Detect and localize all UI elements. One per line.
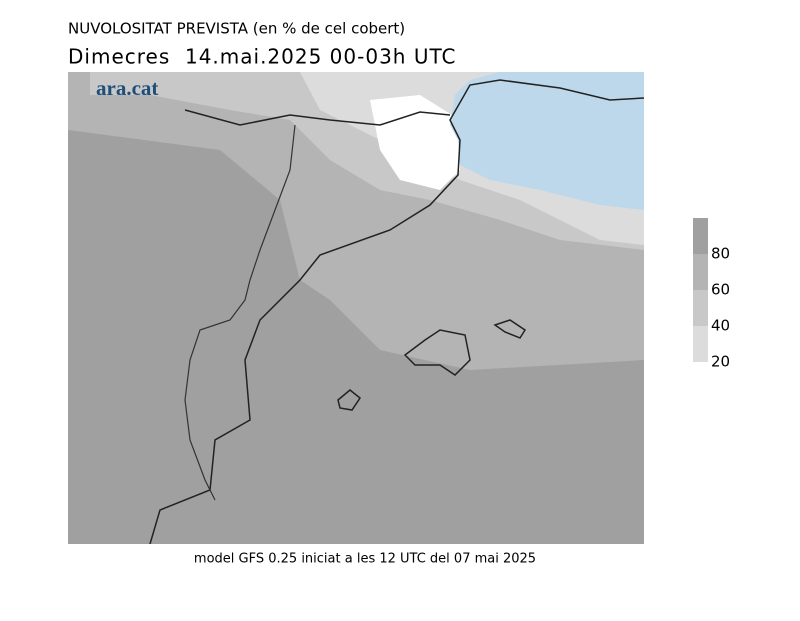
legend-band [693, 290, 708, 326]
brand-logo: ara.cat [96, 76, 158, 100]
color-legend: 20 40 60 80 [693, 218, 730, 371]
title: NUVOLOSITAT PREVISTA (en % de cel cobert… [68, 20, 405, 38]
footer: model GFS 0.25 iniciat a les 12 UTC del … [194, 552, 536, 567]
legend-tick-label: 40 [711, 317, 730, 335]
legend-tick-label: 60 [711, 281, 730, 299]
legend-band [693, 254, 708, 290]
legend-band [693, 326, 708, 362]
legend-tick-label: 20 [711, 353, 730, 371]
subtitle: Dimecres 14.mai.2025 00-03h UTC [68, 45, 456, 69]
map: ara.cat [68, 72, 644, 544]
legend-tick-label: 80 [711, 245, 730, 263]
legend-band [693, 218, 708, 254]
